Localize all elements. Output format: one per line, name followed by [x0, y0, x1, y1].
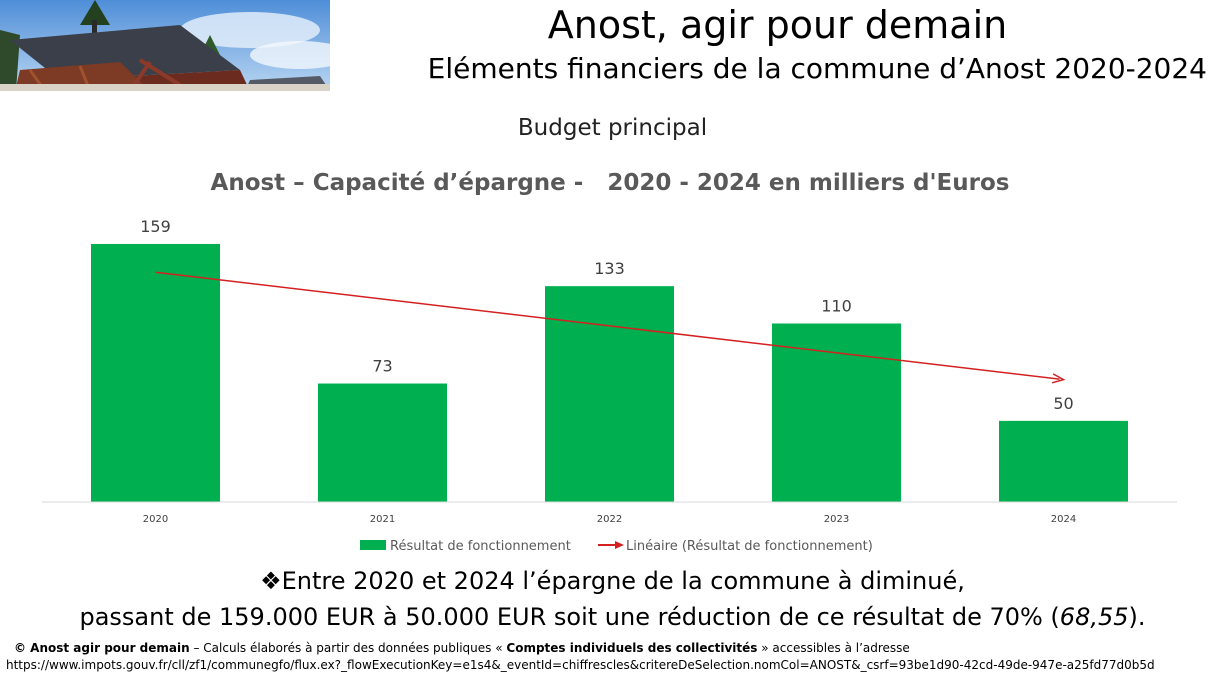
bullet-icon: ❖ [260, 567, 282, 595]
bar-2024 [999, 420, 1128, 502]
page-title: Anost, agir pour demain [547, 3, 1008, 47]
data-label-2021: 73 [372, 357, 392, 376]
x-tick-2020: 2020 [143, 514, 168, 525]
summary-text-2: passant de 159.000 EUR à 50.000 EUR soit… [79, 603, 1060, 631]
legend-label-trend: Linéaire (Résultat de fonctionnement) [626, 539, 873, 554]
bar-2023 [772, 323, 901, 502]
savings-chart: Anost – Capacité d’épargne - 2020 - 2024… [42, 170, 1177, 554]
trendline-arrowhead [1051, 373, 1066, 384]
header-photo [0, 0, 330, 91]
summary-percentage: 68,55 [1059, 603, 1129, 631]
source-name: Comptes individuels des collectivités [506, 641, 758, 655]
section-title: Budget principal [517, 115, 708, 141]
copyright: © Anost agir pour demain [14, 641, 190, 655]
bar-2022 [545, 286, 674, 502]
x-tick-2022: 2022 [597, 514, 622, 525]
data-label-2020: 159 [140, 217, 171, 236]
summary-line-2: passant de 159.000 EUR à 50.000 EUR soit… [0, 601, 1225, 633]
trendline [155, 271, 1060, 380]
legend-label-bars: Résultat de fonctionnement [390, 539, 571, 554]
summary-text-2-end: ). [1128, 603, 1146, 631]
source-text-2: » accessibles à l’adresse [757, 641, 910, 655]
source-url[interactable]: https://www.impots.gouv.fr/cll/zf1/commu… [6, 658, 1155, 672]
chart-legend: Résultat de fonctionnement Linéaire (Rés… [360, 539, 873, 554]
data-label-2024: 50 [1053, 394, 1073, 413]
x-tick-2023: 2023 [824, 514, 849, 525]
bar-2021 [318, 383, 447, 502]
legend-swatch-bars [360, 540, 386, 550]
page-subtitle: Eléments financiers de la commune d’Anos… [427, 52, 1207, 85]
summary-line-1: ❖Entre 2020 et 2024 l’épargne de la comm… [0, 565, 1225, 597]
legend-arrowhead [615, 541, 624, 549]
x-tick-2021: 2021 [370, 514, 395, 525]
chart-title: Anost – Capacité d’épargne - 2020 - 2024… [211, 170, 1010, 196]
source-credit: © Anost agir pour demain – Calculs élabo… [14, 640, 910, 656]
bar-2020 [91, 243, 220, 503]
x-tick-2024: 2024 [1051, 514, 1076, 525]
data-label-2022: 133 [594, 259, 625, 278]
data-label-2023: 110 [821, 296, 852, 315]
source-text-1: – Calculs élaborés à partir des données … [189, 641, 507, 655]
summary-text-1: Entre 2020 et 2024 l’épargne de la commu… [281, 567, 965, 595]
